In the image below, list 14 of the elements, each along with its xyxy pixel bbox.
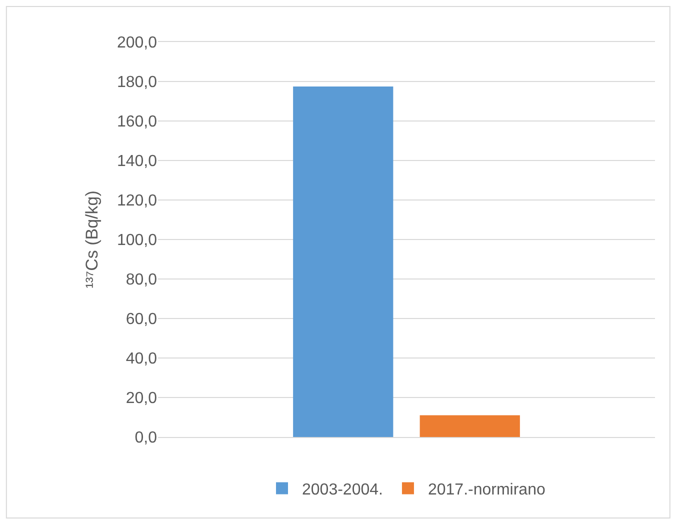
y-tick-label: 120,0 (116, 192, 158, 210)
y-tick-label: 100,0 (116, 232, 158, 250)
y-axis-title: ¹³⁷Cs (Bq/kg) (82, 190, 102, 288)
y-tick-label: 0,0 (134, 430, 158, 447)
y-tick-label: 80,0 (126, 272, 158, 289)
y-tick-label: 140,0 (116, 153, 158, 170)
legend-label: 2003-2004. (302, 481, 383, 498)
y-tick-label: 60,0 (126, 311, 158, 328)
y-tick-label: 40,0 (126, 350, 158, 368)
y-tick-label: 160,0 (116, 114, 158, 131)
legend-label: 2017.-normirano (428, 481, 546, 498)
y-tick-label: 180,0 (116, 74, 158, 92)
y-tick-label: 20,0 (126, 390, 158, 408)
y-tick-label: 200,0 (116, 34, 158, 52)
